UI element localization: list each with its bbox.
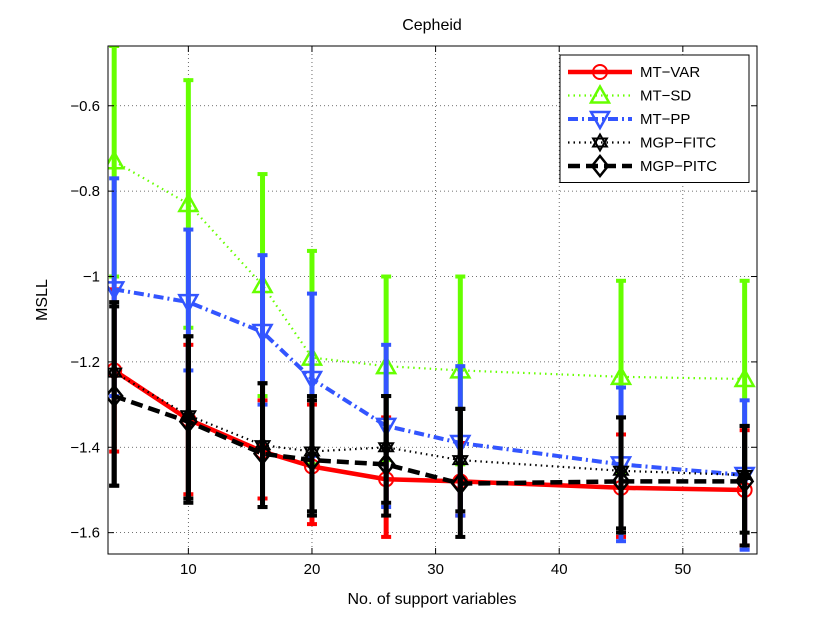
- legend-item: MT−VAR: [568, 64, 700, 81]
- data-point: [376, 452, 396, 477]
- marker-shape: [302, 448, 322, 473]
- data-point: [178, 409, 198, 434]
- marker-shape: [609, 365, 633, 386]
- y-tick-label: −1.2: [70, 354, 100, 371]
- marker-shape: [108, 149, 126, 170]
- legend-swatch-marker: [592, 64, 608, 80]
- axis-ticks: 10 20 30 40 50 −1.6 −1.4 −1.2 −1 −0.8 −0.6: [70, 46, 757, 578]
- series-mgp-pitc: [108, 304, 755, 539]
- marker-shape: [252, 441, 273, 466]
- marker-shape: [177, 192, 200, 213]
- marker-shape: [177, 293, 200, 314]
- x-tick-label: 30: [427, 561, 444, 578]
- legend-swatch-marker: [590, 153, 610, 179]
- chart-title: Cepheid: [402, 17, 462, 34]
- marker-shape: [588, 83, 612, 104]
- legend-item: MT−PP: [568, 110, 690, 131]
- x-tick-label: 50: [674, 561, 691, 578]
- legend-label: MT−VAR: [640, 64, 700, 81]
- legend-item: MT−SD: [568, 83, 691, 105]
- legend: MT−VAR MT−SD MT−PP MGP−FITC MGP−PITC: [559, 54, 750, 183]
- legend-label: MT−SD: [640, 88, 691, 105]
- legend-item: MGP−PITC: [568, 153, 717, 179]
- data-point: [177, 192, 200, 213]
- legend-label: MGP−FITC: [640, 135, 716, 152]
- data-point: [450, 471, 470, 496]
- x-axis-title: No. of support variables: [348, 591, 517, 608]
- x-tick-label: 20: [304, 561, 321, 578]
- data-point: [108, 384, 124, 409]
- y-tick-label: −0.6: [70, 98, 100, 115]
- data-point: [735, 469, 755, 494]
- marker-shape: [450, 471, 470, 496]
- x-tick-label: 10: [180, 561, 197, 578]
- marker-shape: [108, 384, 124, 409]
- series-line: [113, 287, 745, 477]
- marker-shape: [611, 469, 631, 494]
- legend-swatch-marker: [591, 132, 609, 153]
- data-point: [108, 281, 126, 301]
- data-point: [609, 365, 633, 386]
- y-tick-label: −1.6: [70, 525, 100, 542]
- data-point: [177, 293, 200, 314]
- legend-swatch-marker: [588, 83, 612, 104]
- error-bar: [109, 304, 120, 488]
- data-point: [252, 441, 273, 466]
- marker-shape: [376, 452, 396, 477]
- error-bar: [739, 423, 750, 535]
- y-tick-label: −1: [83, 269, 100, 286]
- data-point: [733, 367, 756, 388]
- legend-label: MGP−PITC: [640, 158, 717, 175]
- marker-shape: [588, 110, 612, 131]
- marker-shape: [178, 409, 198, 434]
- data-point: [302, 448, 322, 473]
- series-layer: [108, 46, 756, 552]
- marker-shape: [591, 132, 609, 148]
- data-point: [251, 323, 274, 344]
- series-line: [113, 393, 745, 486]
- legend-label: MT−PP: [640, 111, 690, 128]
- marker-shape: [251, 323, 274, 344]
- plot-frame: [107, 45, 758, 555]
- data-point: [108, 149, 126, 170]
- x-tick-label: 40: [551, 561, 568, 578]
- marker-shape: [592, 64, 608, 80]
- data-point: [300, 370, 324, 391]
- y-tick-label: −1.4: [70, 439, 100, 456]
- marker-shape: [733, 367, 756, 388]
- legend-item: MGP−FITC: [568, 132, 716, 153]
- marker-shape: [108, 281, 126, 301]
- marker-shape: [735, 469, 755, 494]
- legend-swatch-marker: [588, 110, 612, 131]
- y-tick-label: −0.8: [70, 183, 100, 200]
- y-axis-title: MSLL: [34, 279, 51, 321]
- marker-shape: [300, 370, 324, 391]
- marker-shape: [590, 153, 610, 179]
- data-point: [611, 469, 631, 494]
- marker-shape: [591, 137, 609, 153]
